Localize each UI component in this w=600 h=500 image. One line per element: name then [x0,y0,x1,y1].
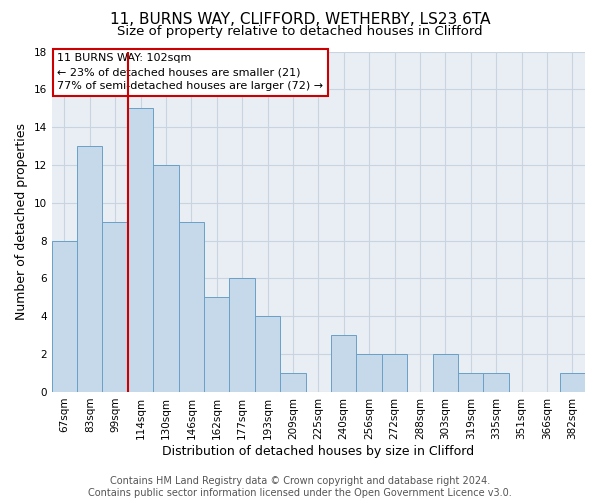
Bar [103,222,128,392]
Text: Contains HM Land Registry data © Crown copyright and database right 2024.
Contai: Contains HM Land Registry data © Crown c… [88,476,512,498]
Text: 11, BURNS WAY, CLIFFORD, WETHERBY, LS23 6TA: 11, BURNS WAY, CLIFFORD, WETHERBY, LS23 … [110,12,490,28]
Bar [331,335,356,392]
Bar [229,278,255,392]
Bar [77,146,103,392]
Bar [458,373,484,392]
Bar [433,354,458,392]
Bar [204,298,229,392]
Bar [382,354,407,392]
X-axis label: Distribution of detached houses by size in Clifford: Distribution of detached houses by size … [162,444,475,458]
Bar [255,316,280,392]
Bar [280,373,305,392]
Y-axis label: Number of detached properties: Number of detached properties [15,123,28,320]
Bar [484,373,509,392]
Text: 11 BURNS WAY: 102sqm
← 23% of detached houses are smaller (21)
77% of semi-detac: 11 BURNS WAY: 102sqm ← 23% of detached h… [57,53,323,91]
Bar [356,354,382,392]
Bar [52,240,77,392]
Text: Size of property relative to detached houses in Clifford: Size of property relative to detached ho… [117,25,483,38]
Bar [128,108,153,392]
Bar [153,165,179,392]
Bar [560,373,585,392]
Bar [179,222,204,392]
